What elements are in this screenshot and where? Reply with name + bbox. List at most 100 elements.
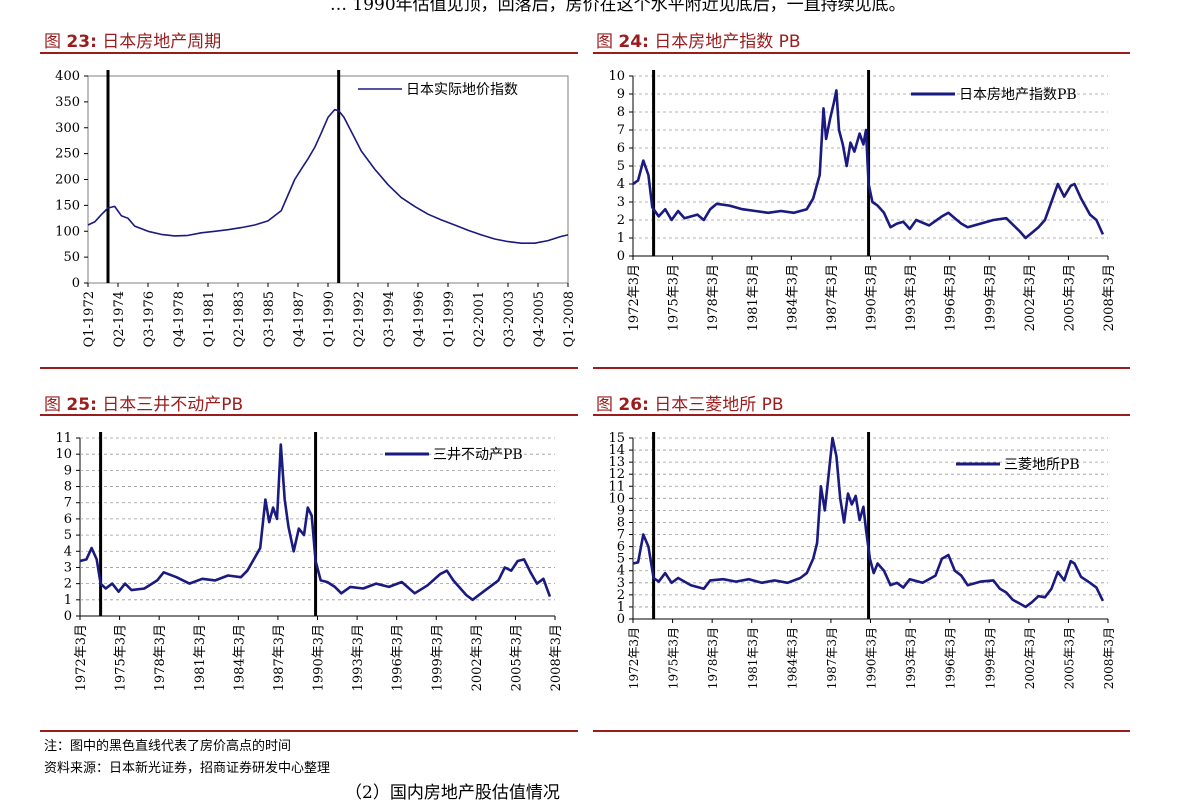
series-line [632,436,1105,609]
figure-prefix: 图 [44,32,61,52]
x-tick-label: 1996年3月 [944,627,958,689]
y-tick-label: 2 [64,577,72,592]
x-tick-label: Q1-1990 [322,291,337,347]
x-tick-label: 1984年3月 [232,624,247,691]
x-tick-label: 1999年3月 [430,624,445,691]
y-tick-label: 9 [64,463,72,478]
y-tick-label: 2 [617,213,625,228]
x-tick-label: 1975年3月 [667,627,681,689]
y-tick-label: 1 [64,593,72,608]
title-rule [40,52,578,54]
figure-number: 25: [66,395,97,415]
x-tick-label: 1972年3月 [627,627,641,689]
x-tick-label: Q2-1983 [232,291,247,347]
y-tick-label: 11 [608,479,625,494]
y-tick-label: 0 [617,612,625,627]
figure-title-text: 日本三菱地所 PB [654,395,784,415]
y-tick-label: 4 [617,177,625,192]
x-tick-label: Q4-2005 [532,291,547,347]
x-tick-label: 1981年3月 [746,627,760,689]
y-tick-label: 9 [617,503,625,518]
x-tick-label: 1990年3月 [865,627,879,689]
x-tick-label: 1978年3月 [706,627,720,689]
title-rule [593,414,1130,416]
x-tick-label: Q3-1985 [262,291,277,347]
y-tick-label: 11 [55,431,72,446]
x-tick-label: 2008年3月 [549,624,564,691]
y-tick-label: 8 [617,515,625,530]
chart-note: 注：图中的黑色直线代表了房价高点的时间 [44,739,292,754]
x-tick-label: Q1-1999 [442,291,457,347]
x-tick-label: 2005年3月 [1062,264,1077,331]
x-tick-label: 1975年3月 [114,624,129,691]
plot-frame [87,75,569,284]
divider-rule [40,367,578,369]
y-tick-label: 1 [617,231,625,246]
y-tick-label: 5 [64,528,72,543]
source-note: 资料来源：日本新光证券，招商证券研发中心整理 [44,761,331,776]
chart-real-estate-index-pb: 0 1 2 3 4 5 6 7 8 9 10 1972年3月 1975年3月 1978年3月 1981年3月… [608,69,1117,331]
figure-number: 23: [66,32,97,52]
x-tick-label: Q1-2008 [562,291,577,347]
y-tick-label: 350 [55,95,80,110]
x-tick-label: Q1-1972 [82,291,97,347]
x-tick-label: 1975年3月 [667,264,682,331]
x-tick-label: 1972年3月 [627,264,642,331]
x-tick-label: 1987年3月 [825,264,840,331]
y-tick-label: 100 [55,224,80,239]
y-tick-label: 5 [617,159,625,174]
x-tick-label: 1978年3月 [706,264,721,331]
x-tick-label: 2002年3月 [1023,264,1038,331]
y-tick-label: 6 [617,540,625,555]
series-line [79,443,552,602]
y-tick-label: 3 [64,560,72,575]
y-tick-label: 3 [617,576,625,591]
figure-title-text: 日本房地产指数 PB [654,32,801,52]
x-tick-label: Q2-1974 [112,291,127,347]
figure-number: 26: [618,395,649,415]
title-rule [593,52,1130,54]
x-tick-label: Q3-1976 [142,291,157,347]
y-tick-label: 13 [608,455,625,470]
x-tick-label: 1987年3月 [272,624,287,691]
y-tick-label: 200 [55,173,80,188]
y-tick-label: 6 [617,141,625,156]
y-tick-label: 3 [617,195,625,210]
figure-26-title: 图 26: 日本三菱地所 PB [596,390,784,415]
figure-prefix: 图 [596,32,613,52]
y-tick-label: 7 [617,123,625,138]
y-tick-label: 10 [608,491,625,506]
y-tick-label: 0 [617,249,625,264]
y-tick-label: 7 [617,528,625,543]
y-tick-label: 12 [608,467,625,482]
y-tick-label: 7 [64,496,72,511]
figure-title-text: 日本房地产周期 [102,32,222,52]
x-tick-label: Q3-2003 [502,291,517,347]
x-tick-label: 2002年3月 [1023,627,1037,689]
x-tick-label: Q4-1996 [412,291,427,347]
series-line [632,89,1105,240]
chart-land-price-cycle: 0 50 100 150 200 250 300 350 400 Q1-1972 Q2-1974 Q3… [55,69,577,347]
x-tick-label: 1990年3月 [865,264,880,331]
x-tick-label: Q4-1978 [172,291,187,347]
y-tick-label: 250 [55,147,80,162]
x-tick-label: 1984年3月 [785,627,799,689]
figure-25-title: 图 25: 日本三井不动产PB [44,390,243,415]
x-tick-label: 1996年3月 [944,264,959,331]
x-tick-label: 1993年3月 [904,264,919,331]
figure-title-text: 日本三井不动产PB [102,395,244,415]
y-tick-label: 4 [64,544,72,559]
series-line [87,108,569,244]
y-tick-label: 6 [64,512,72,527]
divider-rule [593,730,1130,732]
x-tick-label: 2005年3月 [1062,627,1076,689]
legend-label: 日本房地产指数PB [959,87,1077,103]
y-tick-label: 2 [617,588,625,603]
y-tick-label: 300 [55,121,80,136]
x-tick-label: Q3-1994 [382,291,397,347]
divider-rule [40,730,578,732]
x-tick-label: 1972年3月 [74,624,89,691]
legend-label: 三井不动产PB [433,447,523,463]
